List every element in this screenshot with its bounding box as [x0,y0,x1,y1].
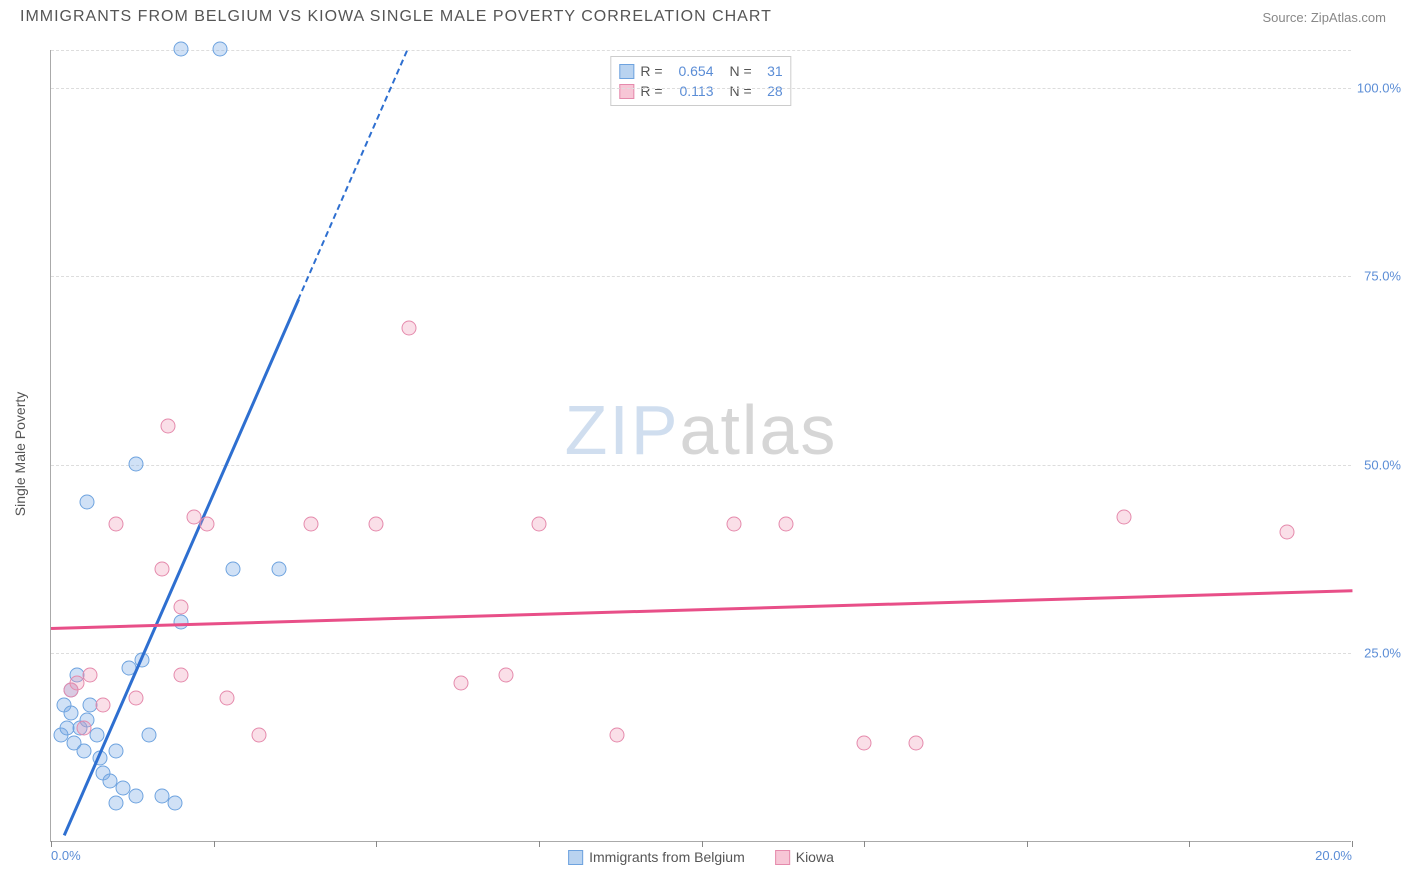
x-tick [702,841,703,847]
data-point [200,517,215,532]
x-tick [1189,841,1190,847]
data-point [128,456,143,471]
data-point [161,419,176,434]
data-point [128,788,143,803]
data-point [779,517,794,532]
data-point [174,600,189,615]
data-point [109,517,124,532]
gridline [51,465,1351,466]
x-tick [214,841,215,847]
data-point [727,517,742,532]
x-tick [1352,841,1353,847]
x-tick-label: 20.0% [1315,848,1352,863]
legend-label: Immigrants from Belgium [589,849,745,865]
stats-legend-row: R = 0.113 N = 28 [619,81,782,101]
x-tick [376,841,377,847]
data-point [304,517,319,532]
data-point [369,517,384,532]
legend-label: Kiowa [796,849,834,865]
gridline [51,276,1351,277]
legend-swatch [619,84,634,99]
gridline [51,88,1351,89]
header: IMMIGRANTS FROM BELGIUM VS KIOWA SINGLE … [0,0,1406,30]
data-point [857,735,872,750]
correlation-stats-legend: R = 0.654 N = 31 R = 0.113 N = 28 [610,56,791,106]
stat-value-r: 0.654 [669,61,714,81]
stat-label-n: N = [730,81,752,101]
data-point [89,728,104,743]
data-point [453,675,468,690]
data-point [401,321,416,336]
data-point [76,743,91,758]
chart-title: IMMIGRANTS FROM BELGIUM VS KIOWA SINGLE … [20,8,772,26]
data-point [63,705,78,720]
y-tick-label: 25.0% [1364,646,1401,661]
stat-value-r: 0.113 [669,81,714,101]
data-point [219,690,234,705]
data-point [499,668,514,683]
legend-item: Kiowa [775,849,834,865]
data-point [83,668,98,683]
stat-label-n: N = [730,61,752,81]
data-point [531,517,546,532]
y-tick-label: 75.0% [1364,269,1401,284]
legend-item: Immigrants from Belgium [568,849,745,865]
data-point [141,728,156,743]
legend-swatch [568,850,583,865]
data-point [96,698,111,713]
data-point [109,796,124,811]
x-tick [1027,841,1028,847]
data-point [128,690,143,705]
legend-swatch [775,850,790,865]
watermark: ZIPatlas [565,390,838,470]
y-axis-label: Single Male Poverty [12,392,28,517]
y-tick-label: 100.0% [1357,80,1401,95]
gridline [51,50,1351,51]
stats-legend-row: R = 0.654 N = 31 [619,61,782,81]
data-point [1117,509,1132,524]
series-legend: Immigrants from Belgium Kiowa [568,849,834,865]
data-point [226,562,241,577]
stat-value-n: 28 [758,81,783,101]
x-tick [51,841,52,847]
source-attribution: Source: ZipAtlas.com [1262,10,1386,25]
data-point [271,562,286,577]
data-point [154,562,169,577]
data-point [909,735,924,750]
data-point [167,796,182,811]
stat-label-r: R = [640,81,662,101]
gridline [51,653,1351,654]
data-point [252,728,267,743]
x-tick-label: 0.0% [51,848,81,863]
stat-label-r: R = [640,61,662,81]
data-point [213,42,228,57]
data-point [109,743,124,758]
x-tick [864,841,865,847]
legend-swatch [619,64,634,79]
data-point [79,494,94,509]
data-point [174,668,189,683]
stat-value-n: 31 [758,61,783,81]
data-point [609,728,624,743]
trend-line [51,589,1352,629]
chart-plot-area: ZIPatlas R =0.654N =31R =0.113N =28 Immi… [50,50,1351,842]
data-point [76,720,91,735]
x-tick [539,841,540,847]
data-point [174,42,189,57]
trend-line [63,300,299,837]
data-point [1279,524,1294,539]
y-tick-label: 50.0% [1364,457,1401,472]
